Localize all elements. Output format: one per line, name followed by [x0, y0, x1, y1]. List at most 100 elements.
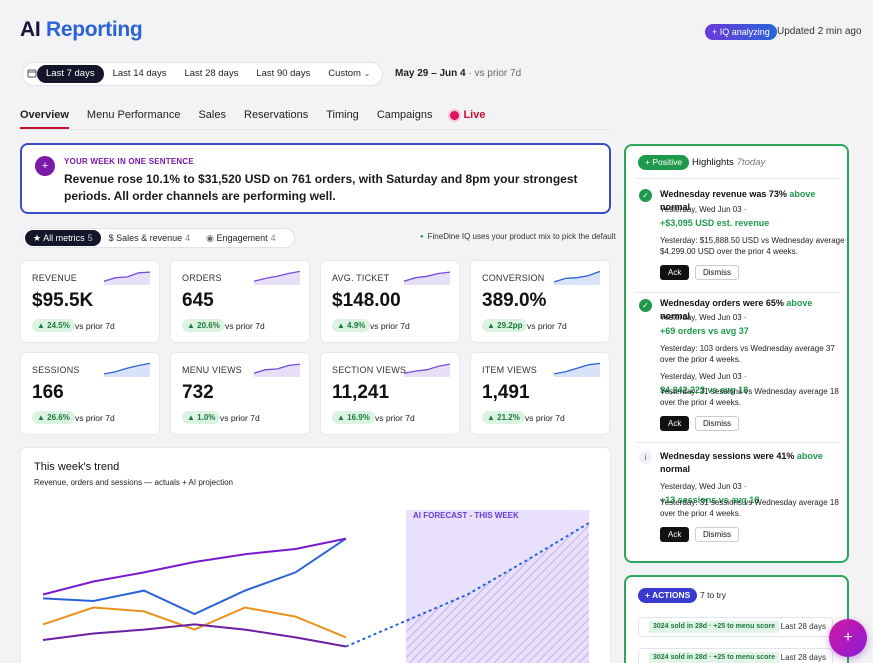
action-period: Last 28 days	[780, 622, 826, 631]
range-last-7-days[interactable]: Last 7 days	[37, 65, 104, 83]
sparkline-line	[254, 270, 300, 282]
sparkline-line	[254, 363, 300, 374]
range-custom[interactable]: Custom ⌄	[319, 65, 379, 83]
insight-impact-value: +13 sessions vs avg 18	[660, 495, 760, 505]
metric-label: ITEM VIEWS	[482, 365, 538, 375]
insight-date: Yesterday, Wed Jun 03 ·	[660, 205, 747, 214]
insight-title-main: Wednesday orders were 65%	[660, 298, 784, 308]
insight-title-main: Wednesday sessions were 41%	[660, 451, 795, 461]
divider	[636, 292, 839, 293]
check-icon: ✓	[639, 299, 652, 312]
ack-button[interactable]: Ack	[660, 527, 690, 542]
positive-filter-pill[interactable]: + Positive	[638, 155, 690, 170]
metric-label: ORDERS	[182, 273, 222, 283]
sparkline	[254, 270, 300, 285]
metric-delta-badge: ▲ 4.9%	[332, 319, 371, 332]
metric-card-conversion[interactable]: CONVERSION 389.0% ▲ 29.2pp vs prior 7d	[470, 260, 610, 343]
metric-card-item-views[interactable]: ITEM VIEWS 1,491 ▲ 21.2% vs prior 7d	[470, 352, 610, 435]
sparkline-area	[104, 363, 150, 377]
chip-engagement[interactable]: ◉ Engagement 4	[198, 230, 283, 246]
iq-analyzing-badge[interactable]: + IQ analyzing	[705, 24, 777, 40]
trend-chart[interactable]	[21, 448, 611, 663]
metric-filter-chips: ★ All metrics 5 $ Sales & revenue 4 ◉ Enga…	[22, 228, 295, 248]
sparkline	[554, 270, 600, 285]
metric-card-avg-ticket[interactable]: AVG. TICKET $148.00 ▲ 4.9% vs prior 7d	[320, 260, 460, 343]
metric-label: AVG. TICKET	[332, 273, 390, 283]
calendar-icon[interactable]	[27, 68, 37, 81]
chip-engagement-label: Engagement	[216, 233, 268, 243]
insight-title: Wednesday revenue was 73% above normal	[660, 188, 840, 214]
sparkline-line	[104, 362, 150, 375]
action-row[interactable]: 3024 sold in 28d · +25 to menu score Las…	[638, 648, 833, 663]
highlights-title-text: Highlights	[692, 157, 734, 168]
summary-label: YOUR WEEK IN ONE SENTENCE	[64, 157, 194, 166]
sparkline-area	[254, 271, 300, 285]
metric-prior: vs prior 7d	[370, 321, 410, 331]
chip-all-metrics[interactable]: ★ All metrics 5	[25, 230, 101, 246]
insight-impact-value: +$3,095 USD est. revenue	[660, 218, 770, 228]
ack-button[interactable]: Ack	[660, 265, 690, 280]
range-last-14-days[interactable]: Last 14 days	[112, 68, 167, 79]
check-icon: ✓	[639, 189, 652, 202]
divider	[636, 442, 839, 443]
insight-impact-value: +69 orders vs avg 37	[660, 326, 749, 336]
sparkline-area	[404, 364, 450, 377]
metric-card-menu-views[interactable]: MENU VIEWS 732 ▲ 1.0% vs prior 7d	[170, 352, 310, 435]
action-row[interactable]: 3024 sold in 28d · +25 to menu score Las…	[638, 617, 833, 637]
tab-live[interactable]: Live	[450, 109, 485, 129]
trend-series-line-0	[42, 537, 347, 616]
sparkle-icon: +	[35, 156, 55, 176]
date-range-text: May 29 – Jun 4 · vs prior 7d	[395, 68, 521, 79]
tab-campaigns[interactable]: Campaigns	[376, 109, 433, 121]
ai-assistant-button[interactable]: +	[829, 619, 867, 657]
tab-overview[interactable]: Overview	[20, 109, 69, 129]
metric-prior: vs prior 7d	[225, 321, 265, 331]
forecast-label: AI FORECAST - THIS WEEK	[413, 511, 519, 520]
title-reporting: Reporting	[45, 18, 143, 41]
tab-sales[interactable]: Sales	[198, 109, 226, 121]
range-custom-label: Custom	[328, 68, 361, 79]
sparkline-line	[554, 362, 600, 375]
tab-menu-performance[interactable]: Menu Performance	[86, 109, 181, 121]
date-range-selector: Last 7 days Last 14 days Last 28 days La…	[22, 62, 383, 86]
metric-label: REVENUE	[32, 273, 77, 283]
insight-date: Yesterday, Wed Jun 03 ·	[660, 482, 747, 491]
weekly-summary-card: + YOUR WEEK IN ONE SENTENCE Revenue rose…	[20, 143, 611, 214]
action-period: Last 28 days	[780, 653, 826, 662]
sparkline-line	[404, 271, 450, 282]
forecast-line	[345, 522, 590, 648]
info-icon: i	[639, 451, 652, 464]
range-last-28-days[interactable]: Last 28 days	[184, 68, 239, 79]
chevron-down-icon: ⌄	[363, 69, 371, 78]
highlights-count: 7today	[736, 157, 766, 168]
insight-impact: $4,242.223 vs avg 18	[660, 385, 845, 396]
ack-button[interactable]: Ack	[660, 416, 690, 431]
metric-delta-badge: ▲ 29.2pp	[482, 319, 528, 332]
tab-reservations[interactable]: Reservations	[244, 109, 309, 121]
sparkline	[254, 363, 300, 377]
chip-all-metrics-label: All metrics	[43, 233, 85, 243]
insight-impact: +13 sessions vs avg 18	[660, 495, 845, 506]
tab-timing[interactable]: Timing	[326, 109, 359, 121]
dismiss-button[interactable]: Dismiss	[695, 527, 739, 542]
range-last-90-days[interactable]: Last 90 days	[256, 68, 311, 79]
date-range-compare: · vs prior 7d	[468, 68, 522, 79]
insight-detail: Yesterday: $15,888.50 USD vs Wednesday a…	[660, 236, 845, 256]
insight-title: Wednesday orders were 65% above normal	[660, 297, 840, 323]
chip-sales-revenue[interactable]: $ Sales & revenue 4	[101, 230, 199, 246]
dismiss-button[interactable]: Dismiss	[695, 416, 739, 431]
insight-detail: Yesterday: 103 orders vs Wednesday avera…	[660, 344, 835, 364]
insight-title: Wednesday sessions were 41% above normal	[660, 450, 840, 476]
action-tag: 3024 sold in 28d · +25 to menu score	[649, 652, 779, 663]
actions-pill[interactable]: + ACTIONS	[638, 588, 698, 603]
dismiss-button[interactable]: Dismiss	[695, 265, 739, 280]
chip-all-metrics-count: 5	[87, 233, 93, 243]
metric-card-orders[interactable]: ORDERS 645 ▲ 20.6% vs prior 7d	[170, 260, 310, 343]
weekly-trend-card: This week's trend Revenue, orders and se…	[20, 447, 611, 663]
metric-label: SESSIONS	[32, 365, 80, 375]
metric-card-section-views[interactable]: SECTION VIEWS 11,241 ▲ 16.9% vs prior 7d	[320, 352, 460, 435]
metric-value: 166	[32, 382, 64, 403]
metric-card-sessions[interactable]: SESSIONS 166 ▲ 26.6% vs prior 7d	[20, 352, 160, 435]
insight-title-main: Wednesday revenue was 73%	[660, 189, 787, 199]
metric-card-revenue[interactable]: REVENUE $95.5K ▲ 24.5% vs prior 7d	[20, 260, 160, 343]
